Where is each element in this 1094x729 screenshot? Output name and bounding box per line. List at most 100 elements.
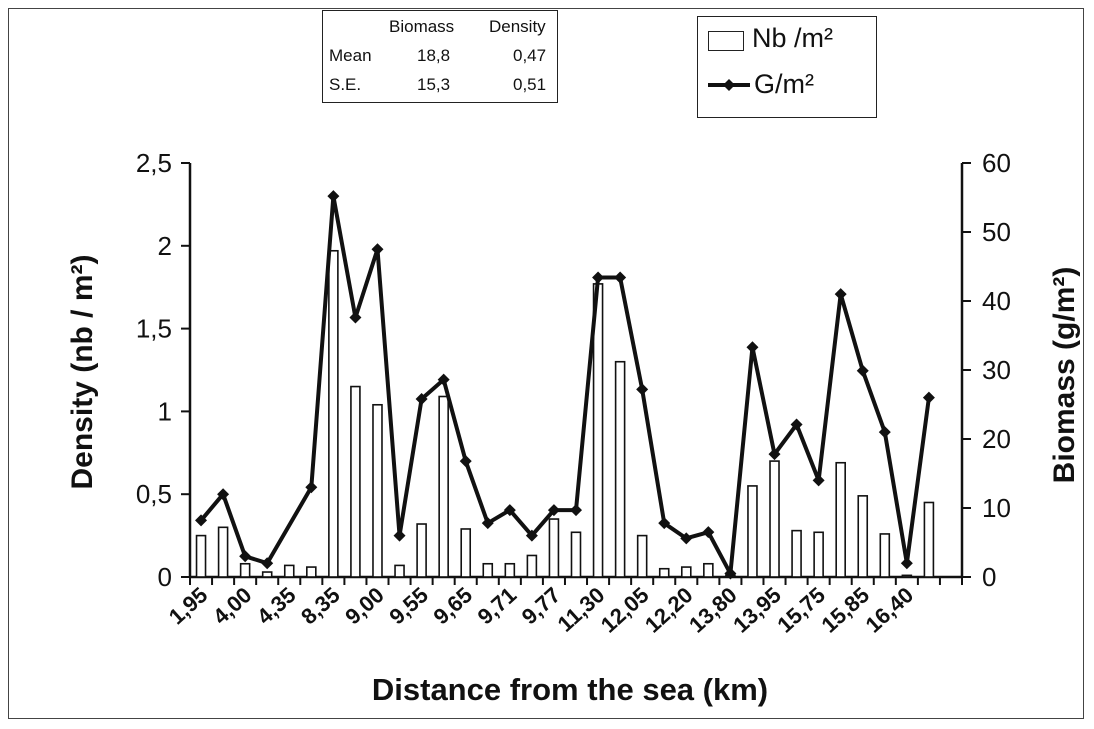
- y-left-tick-label: 1: [158, 396, 172, 426]
- density-bar: [350, 385, 361, 578]
- density-bar: [813, 531, 824, 578]
- y-left-tick-label: 0: [158, 562, 172, 592]
- density-bar: [857, 495, 869, 578]
- legend-bar-swatch: [708, 31, 744, 51]
- x-tick-label: 13,95: [728, 582, 786, 637]
- legend-bars-label: Nb /m²: [752, 23, 833, 53]
- legend-line-swatch: [708, 79, 750, 91]
- biomass-point: [261, 557, 274, 570]
- biomass-point: [371, 243, 384, 256]
- biomass-point: [614, 271, 627, 284]
- y-right-tick-label: 60: [982, 148, 1011, 178]
- x-tick-label: 4,35: [252, 582, 301, 629]
- y-right-tick-label: 50: [982, 217, 1011, 247]
- y-left-tick-label: 2,5: [136, 148, 172, 178]
- density-bar: [217, 526, 229, 578]
- density-bar: [614, 360, 626, 578]
- y-left-tick-label: 2: [158, 231, 172, 261]
- biomass-point: [636, 383, 649, 396]
- y-left-tick-label: 0,5: [136, 479, 172, 509]
- density-bar: [636, 534, 648, 578]
- density-bar: [504, 562, 516, 578]
- density-bar: [482, 562, 494, 578]
- density-bar: [438, 395, 449, 578]
- x-tick-label: 4,00: [208, 582, 257, 629]
- x-tick-label: 12,05: [596, 582, 654, 637]
- chart-frame: [8, 8, 1084, 719]
- density-bar: [570, 531, 582, 578]
- stats-row-label-se: S.E.: [329, 75, 362, 94]
- biomass-line: [195, 190, 935, 580]
- density-bar: [306, 566, 317, 578]
- y-right-tick-label: 20: [982, 424, 1011, 454]
- biomass-point: [437, 373, 450, 386]
- legend: Nb /m² G/m²: [697, 16, 877, 118]
- stats-se-biomass: 15,3: [417, 75, 451, 94]
- x-tick-label: 9,65: [429, 582, 478, 629]
- biomass-point: [393, 529, 406, 542]
- biomass-point: [459, 455, 472, 468]
- legend-line-label: G/m²: [754, 69, 814, 99]
- biomass-point: [217, 488, 230, 501]
- density-bar: [747, 485, 758, 578]
- density-bar: [923, 501, 935, 578]
- density-bar: [769, 460, 780, 578]
- density-bar: [328, 249, 339, 578]
- biomass-point: [922, 391, 935, 404]
- density-bar: [261, 571, 273, 578]
- density-bar: [239, 562, 251, 578]
- biomass-point: [768, 448, 781, 461]
- density-bar: [680, 566, 692, 578]
- x-tick-label: 16,40: [861, 582, 919, 637]
- x-tick-label: 13,80: [684, 582, 742, 637]
- biomass-point: [570, 504, 582, 517]
- biomass-point: [878, 426, 891, 439]
- x-tick-label: 11,30: [553, 582, 610, 637]
- density-bar: [416, 523, 427, 578]
- biomass-point: [702, 526, 715, 539]
- biomass-point: [547, 504, 560, 517]
- biomass-point: [746, 341, 759, 354]
- y-right-tick-label: 10: [982, 493, 1011, 523]
- y-right-tick-label: 40: [982, 286, 1011, 316]
- biomass-point: [195, 514, 208, 527]
- density-bar: [548, 518, 560, 578]
- biomass-point: [790, 418, 803, 431]
- density-bar: [526, 554, 538, 578]
- stats-mean-density: 0,47: [513, 46, 547, 65]
- y-axis-right-label: Biomass (g/m²): [1048, 267, 1081, 484]
- density-bar: [835, 461, 846, 578]
- biomass-point: [327, 190, 340, 203]
- x-tick-label: 9,00: [340, 582, 389, 629]
- biomass-point: [481, 517, 494, 530]
- density-bar: [703, 562, 714, 578]
- biomass-series-line: [199, 194, 931, 576]
- biomass-point: [239, 550, 252, 563]
- biomass-point: [680, 532, 693, 545]
- biomass-point: [900, 557, 913, 570]
- density-bar: [195, 534, 207, 578]
- density-bar: [879, 533, 891, 578]
- biomass-point: [724, 567, 737, 580]
- stats-row-label-mean: Mean: [329, 46, 372, 65]
- biomass-point: [812, 474, 825, 487]
- y-right-tick-label: 30: [982, 355, 1011, 385]
- stats-mean-biomass: 18,8: [417, 46, 451, 65]
- density-bars: [195, 249, 935, 578]
- x-tick-label: 15,75: [772, 582, 830, 637]
- y-right-tick-label: 0: [982, 562, 996, 592]
- density-bar: [901, 574, 913, 578]
- biomass-point: [503, 504, 516, 517]
- stats-header-biomass: Biomass: [389, 17, 455, 36]
- x-tick-label: 9,71: [473, 582, 522, 629]
- density-bar: [658, 567, 670, 578]
- x-tick-label: 15,85: [816, 582, 874, 637]
- density-bar: [460, 528, 472, 578]
- density-bar: [394, 564, 405, 578]
- stats-header-density: Density: [489, 17, 546, 36]
- biomass-point: [305, 481, 318, 494]
- stats-table: Biomass Density Mean 18,8 0,47 S.E. 15,3…: [322, 10, 558, 103]
- biomass-point: [856, 364, 869, 377]
- density-bar: [283, 564, 295, 578]
